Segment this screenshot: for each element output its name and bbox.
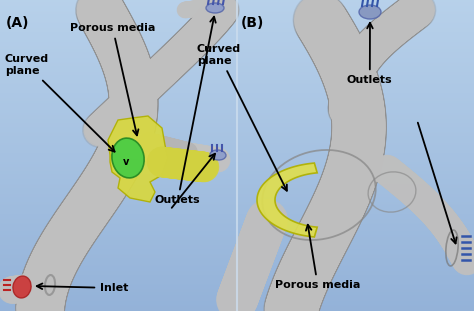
- Ellipse shape: [13, 276, 31, 298]
- Text: Outlets: Outlets: [155, 17, 216, 205]
- Text: (B): (B): [241, 16, 264, 30]
- Text: Inlet: Inlet: [37, 283, 128, 293]
- Text: Curved
plane: Curved plane: [197, 44, 287, 191]
- Ellipse shape: [112, 138, 144, 178]
- Polygon shape: [257, 163, 317, 237]
- Ellipse shape: [210, 150, 226, 160]
- Text: Curved
plane: Curved plane: [5, 54, 115, 152]
- Text: Porous media: Porous media: [70, 23, 155, 135]
- Polygon shape: [108, 116, 168, 202]
- Text: (A): (A): [6, 16, 29, 30]
- Text: v: v: [123, 157, 129, 167]
- Text: Outlets: Outlets: [347, 23, 392, 85]
- Ellipse shape: [359, 5, 381, 19]
- Text: Porous media: Porous media: [275, 225, 360, 290]
- Ellipse shape: [206, 3, 224, 13]
